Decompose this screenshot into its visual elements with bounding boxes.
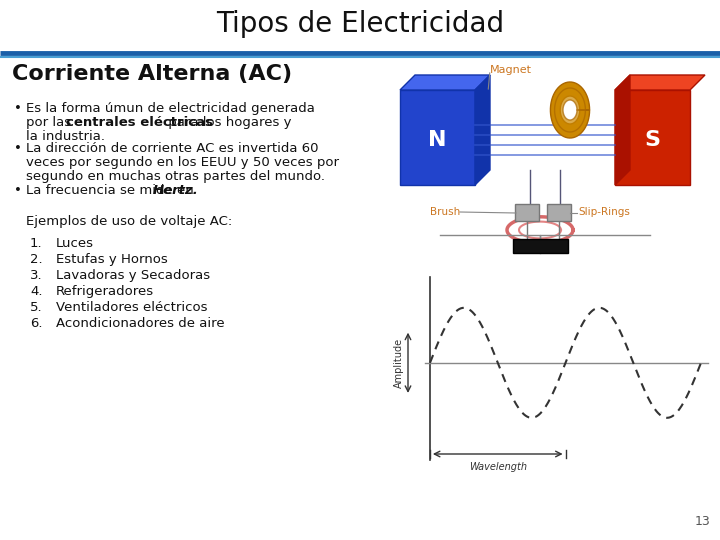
FancyBboxPatch shape: [513, 239, 568, 253]
Polygon shape: [615, 75, 630, 185]
Text: 3.: 3.: [30, 269, 42, 282]
Text: La dirección de corriente AC es invertida 60: La dirección de corriente AC es invertid…: [26, 142, 318, 155]
Text: Amplitude: Amplitude: [394, 338, 404, 388]
Text: Hertz.: Hertz.: [153, 184, 199, 197]
Text: •: •: [14, 102, 22, 115]
FancyBboxPatch shape: [615, 90, 690, 185]
Polygon shape: [550, 82, 590, 138]
Text: Lavadoras y Secadoras: Lavadoras y Secadoras: [56, 269, 210, 282]
FancyBboxPatch shape: [547, 204, 571, 221]
Text: 1.: 1.: [30, 237, 42, 250]
Text: Es la forma úmun de electricidad generada: Es la forma úmun de electricidad generad…: [26, 102, 315, 115]
FancyBboxPatch shape: [400, 90, 475, 185]
Text: Wavelength: Wavelength: [469, 462, 527, 472]
Text: veces por segundo en los EEUU y 50 veces por: veces por segundo en los EEUU y 50 veces…: [26, 156, 339, 169]
Text: segundo en muchas otras partes del mundo.: segundo en muchas otras partes del mundo…: [26, 170, 325, 183]
Text: Corriente Alterna (AC): Corriente Alterna (AC): [12, 64, 292, 84]
Text: 2.: 2.: [30, 253, 42, 266]
Bar: [370, 58, 716, 255]
Text: la industria.: la industria.: [26, 130, 105, 143]
Text: Magnet: Magnet: [490, 65, 532, 75]
Text: •: •: [14, 184, 22, 197]
Text: La frecuencia se mide en: La frecuencia se mide en: [26, 184, 198, 197]
Text: 6.: 6.: [30, 317, 42, 330]
Text: Ejemplos de uso de voltaje AC:: Ejemplos de uso de voltaje AC:: [26, 215, 233, 228]
Text: Tipos de Electricidad: Tipos de Electricidad: [216, 10, 504, 38]
FancyBboxPatch shape: [515, 204, 539, 221]
Bar: [370, 262, 716, 472]
Text: S: S: [644, 130, 660, 150]
Text: Acondicionadores de aire: Acondicionadores de aire: [56, 317, 225, 330]
Text: •: •: [14, 142, 22, 155]
Text: Brush: Brush: [430, 207, 460, 217]
Polygon shape: [554, 88, 585, 132]
Polygon shape: [400, 75, 490, 90]
Text: Luces: Luces: [56, 237, 94, 250]
Bar: [0, 0, 720, 50]
Polygon shape: [475, 75, 490, 185]
Text: 4.: 4.: [30, 285, 42, 298]
Text: N: N: [428, 130, 446, 150]
Text: Refrigeradores: Refrigeradores: [56, 285, 154, 298]
Text: 5.: 5.: [30, 301, 42, 314]
Text: para los hogares y: para los hogares y: [164, 116, 292, 129]
Text: Estufas y Hornos: Estufas y Hornos: [56, 253, 168, 266]
Text: por las: por las: [26, 116, 76, 129]
Polygon shape: [615, 75, 705, 90]
Text: centrales eléctricas: centrales eléctricas: [66, 116, 213, 129]
Text: 13: 13: [694, 515, 710, 528]
Text: Ventiladores eléctricos: Ventiladores eléctricos: [56, 301, 207, 314]
Text: Slip-Rings: Slip-Rings: [578, 207, 630, 217]
